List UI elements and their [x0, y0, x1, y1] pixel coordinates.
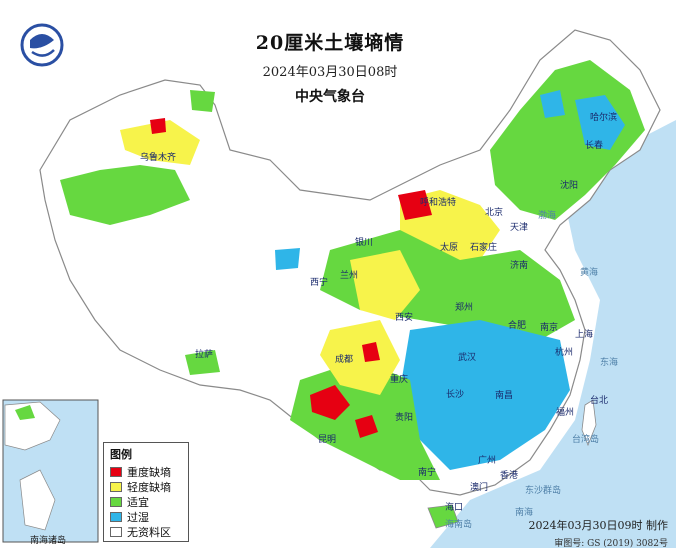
city-label: 贵阳	[395, 411, 413, 423]
city-label: 杭州	[555, 346, 573, 358]
south-china-sea-inset	[2, 399, 99, 543]
sea-label: 南海	[515, 506, 533, 518]
legend-title: 图例	[110, 448, 132, 461]
cma-logo	[20, 23, 64, 67]
city-label: 海口	[445, 501, 463, 513]
city-label: 昆明	[318, 434, 336, 445]
city-label: 西安	[395, 311, 413, 323]
city-label: 南宁	[418, 466, 436, 478]
city-label: 济南	[510, 259, 528, 271]
city-label: 太原	[440, 241, 458, 253]
city-label: 沈阳	[560, 179, 578, 191]
sea-labels: 东海 黄海 南海 台湾岛 东沙群岛 海南岛 渤海	[445, 209, 618, 530]
city-label: 拉萨	[195, 348, 213, 360]
patch-hainan	[427, 504, 459, 529]
patch-severe-innermongolia	[398, 190, 432, 220]
city-label: 南昌	[495, 389, 513, 401]
patch-dry-loess	[350, 250, 420, 320]
patch-wet-xinjiang	[190, 90, 215, 112]
map-title: 20厘米土壤墒情	[255, 32, 405, 54]
legend-label: 重度缺墒	[127, 465, 171, 479]
sea-label: 东海	[600, 356, 618, 368]
city-label: 乌鲁木齐	[140, 151, 176, 163]
city-label: 澳门	[470, 481, 488, 493]
city-label: 武汉	[458, 351, 476, 363]
sea-label: 东沙群岛	[525, 484, 561, 496]
city-label: 香港	[500, 469, 518, 481]
patch-wet-south	[400, 320, 570, 470]
patch-suitable-tibet	[185, 350, 220, 375]
legend-swatch	[110, 511, 122, 522]
patch-suitable-xinjiang	[60, 165, 190, 225]
city-label: 天津	[510, 222, 528, 233]
city-label: 郑州	[455, 301, 473, 313]
title-block: 20厘米土壤墒情 2024年03月30日08时 中央气象台	[220, 28, 440, 106]
legend-item: 过湿	[110, 509, 182, 524]
city-label: 哈尔滨	[590, 111, 617, 123]
city-label: 南京	[540, 321, 558, 333]
inset-label: 南海诸岛	[30, 536, 67, 546]
legend-swatch	[110, 466, 122, 477]
legend-swatch	[110, 496, 122, 507]
legend-item: 轻度缺墒	[110, 479, 182, 494]
city-label: 广州	[478, 454, 496, 466]
approval-number: 审图号: GS (2019) 3082号	[554, 539, 668, 549]
city-labels: 哈尔滨 长春 沈阳 北京 天津 石家庄 济南 太原 呼和浩特 银川 西宁 兰州 …	[140, 111, 617, 513]
patch-wet-northeast2	[540, 90, 565, 118]
legend-item: 重度缺墒	[110, 464, 182, 479]
legend-label: 过湿	[127, 510, 149, 524]
taiwan-island	[581, 399, 597, 447]
patch-dry-sichuan	[320, 320, 400, 395]
legend: 图例 重度缺墒 轻度缺墒 适宜 过湿 无资料区	[103, 442, 189, 542]
patch-severe-xinjiang	[150, 118, 166, 134]
city-label: 兰州	[340, 269, 358, 281]
legend-item: 适宜	[110, 494, 182, 509]
legend-swatch	[110, 526, 122, 537]
patch-severe-yunnan	[310, 385, 350, 420]
legend-swatch	[110, 481, 122, 492]
city-label: 西宁	[310, 276, 328, 288]
city-label: 北京	[485, 206, 503, 218]
legend-label: 轻度缺墒	[127, 480, 171, 494]
legend-label: 无资料区	[127, 525, 171, 539]
city-label: 银川	[355, 236, 373, 248]
production-time: 2024年03月30日09时 制作	[528, 519, 668, 532]
sea-label: 台湾岛	[572, 433, 599, 445]
footer: 2024年03月30日09时 制作 审图号: GS (2019) 3082号	[529, 517, 668, 549]
legend-item: 无资料区	[110, 524, 182, 539]
patch-wet-qinghai	[275, 248, 300, 270]
patch-dry-xinjiang	[120, 120, 200, 165]
city-label: 福州	[556, 406, 574, 418]
legend-label: 适宜	[127, 495, 149, 509]
sea-area	[430, 120, 676, 548]
sea-label: 海南岛	[445, 518, 472, 530]
city-label: 台北	[590, 394, 608, 406]
city-label: 石家庄	[470, 241, 497, 253]
city-label: 长春	[585, 139, 603, 151]
patch-severe-guizhou	[355, 415, 378, 438]
moisture-patches	[60, 60, 645, 529]
map-datetime: 2024年03月30日08时	[262, 65, 398, 80]
patch-severe-sichuan	[362, 342, 380, 362]
city-label: 呼和浩特	[420, 196, 456, 208]
city-label: 成都	[335, 353, 353, 365]
sea-label: 黄海	[580, 266, 598, 278]
map-agency: 中央气象台	[295, 89, 365, 105]
city-label: 长沙	[446, 388, 464, 400]
city-label: 重庆	[390, 373, 408, 385]
city-label: 上海	[575, 328, 593, 340]
city-label: 合肥	[508, 319, 526, 331]
sea-label: 渤海	[538, 209, 556, 221]
patch-wet-northeast	[575, 95, 625, 150]
